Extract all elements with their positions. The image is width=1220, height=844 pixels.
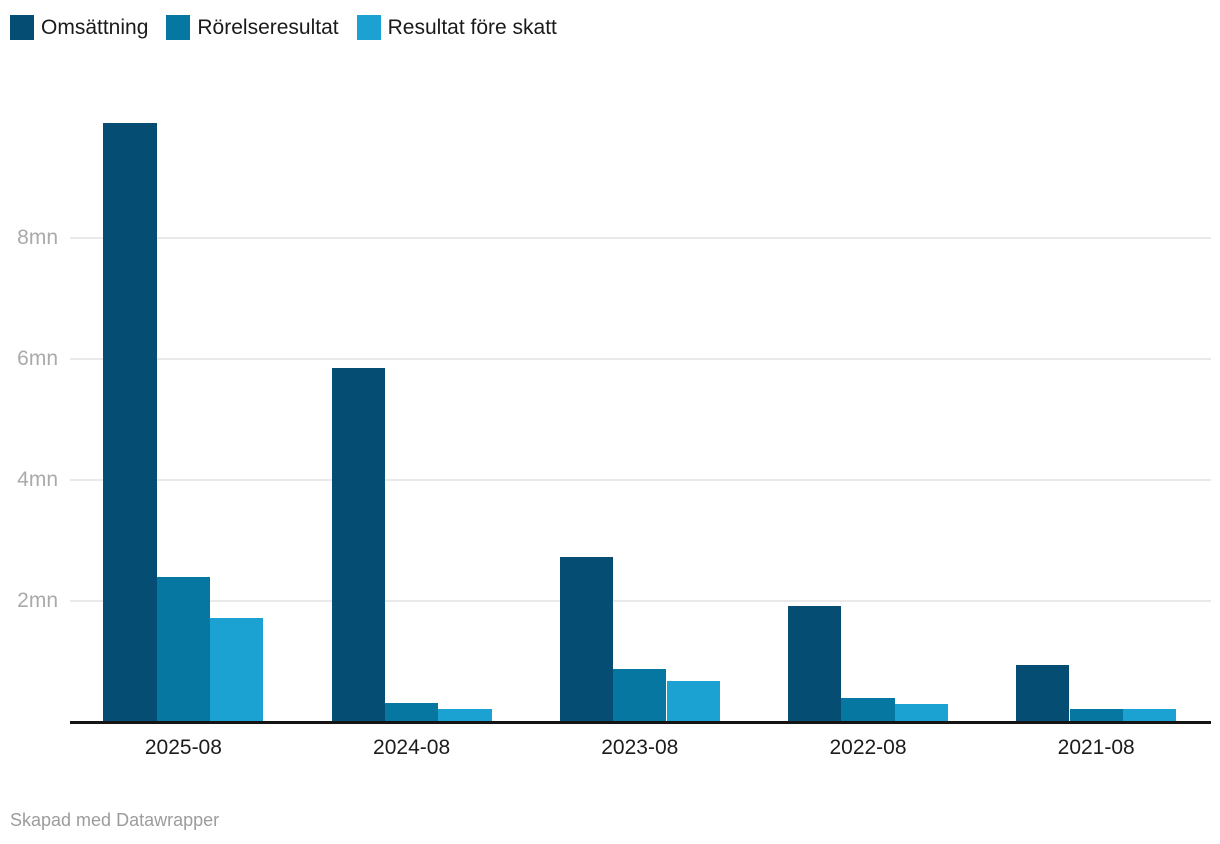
x-axis-line (70, 721, 1211, 724)
bar-resultat-f-re-skatt-2025-08[interactable] (210, 617, 264, 722)
legend-item: Omsättning (10, 15, 148, 40)
chart-legend: Omsättning Rörelseresultat Resultat före s… (10, 15, 557, 40)
bar-oms-ttning-2024-08[interactable] (331, 368, 385, 722)
y-gridline (70, 600, 1211, 602)
bar-oms-ttning-2025-08[interactable] (103, 123, 157, 722)
x-axis-tick-label: 2021-08 (1057, 736, 1135, 759)
legend-label: Omsättning (41, 16, 149, 39)
bar-r-relseresultat-2025-08[interactable] (156, 576, 211, 722)
legend-item: Rörelseresultat (166, 15, 339, 40)
bar-resultat-f-re-skatt-2023-08[interactable] (666, 681, 720, 722)
bar-resultat-f-re-skatt-2021-08[interactable] (1122, 708, 1177, 722)
bar-r-relseresultat-2024-08[interactable] (384, 703, 439, 722)
bar-resultat-f-re-skatt-2022-08[interactable] (894, 704, 949, 722)
bar-oms-ttning-2021-08[interactable] (1016, 664, 1070, 722)
datawrapper-credit-link[interactable]: Skapad med Datawrapper (10, 810, 220, 830)
y-axis-tick-label: 2mn (17, 589, 58, 612)
x-axis-tick-label: 2024-08 (373, 736, 451, 759)
legend-swatch-icon (166, 15, 191, 40)
legend-label: Resultat före skatt (387, 16, 557, 39)
x-axis-tick-label: 2025-08 (144, 736, 222, 759)
legend-swatch-icon (356, 15, 381, 40)
bar-r-relseresultat-2023-08[interactable] (613, 669, 667, 722)
bar-oms-ttning-2023-08[interactable] (559, 556, 614, 722)
y-axis-tick-label: 8mn (17, 226, 58, 249)
y-gridline (70, 479, 1211, 481)
x-axis-tick-label: 2023-08 (601, 736, 679, 759)
bar-resultat-f-re-skatt-2024-08[interactable] (438, 708, 492, 722)
y-gridline (70, 237, 1211, 239)
bar-r-relseresultat-2021-08[interactable] (1069, 708, 1123, 722)
bar-oms-ttning-2022-08[interactable] (787, 605, 842, 722)
chart-footer: Skapad med Datawrapper (10, 810, 219, 831)
legend-label: Rörelseresultat (197, 16, 339, 39)
y-axis-tick-label: 6mn (17, 347, 58, 370)
y-gridline (70, 358, 1211, 360)
x-axis-tick-label: 2022-08 (829, 736, 907, 759)
y-axis-tick-label: 4mn (17, 468, 58, 491)
bar-r-relseresultat-2022-08[interactable] (841, 698, 895, 722)
legend-swatch-icon (10, 15, 34, 40)
legend-item: Resultat före skatt (356, 15, 557, 40)
